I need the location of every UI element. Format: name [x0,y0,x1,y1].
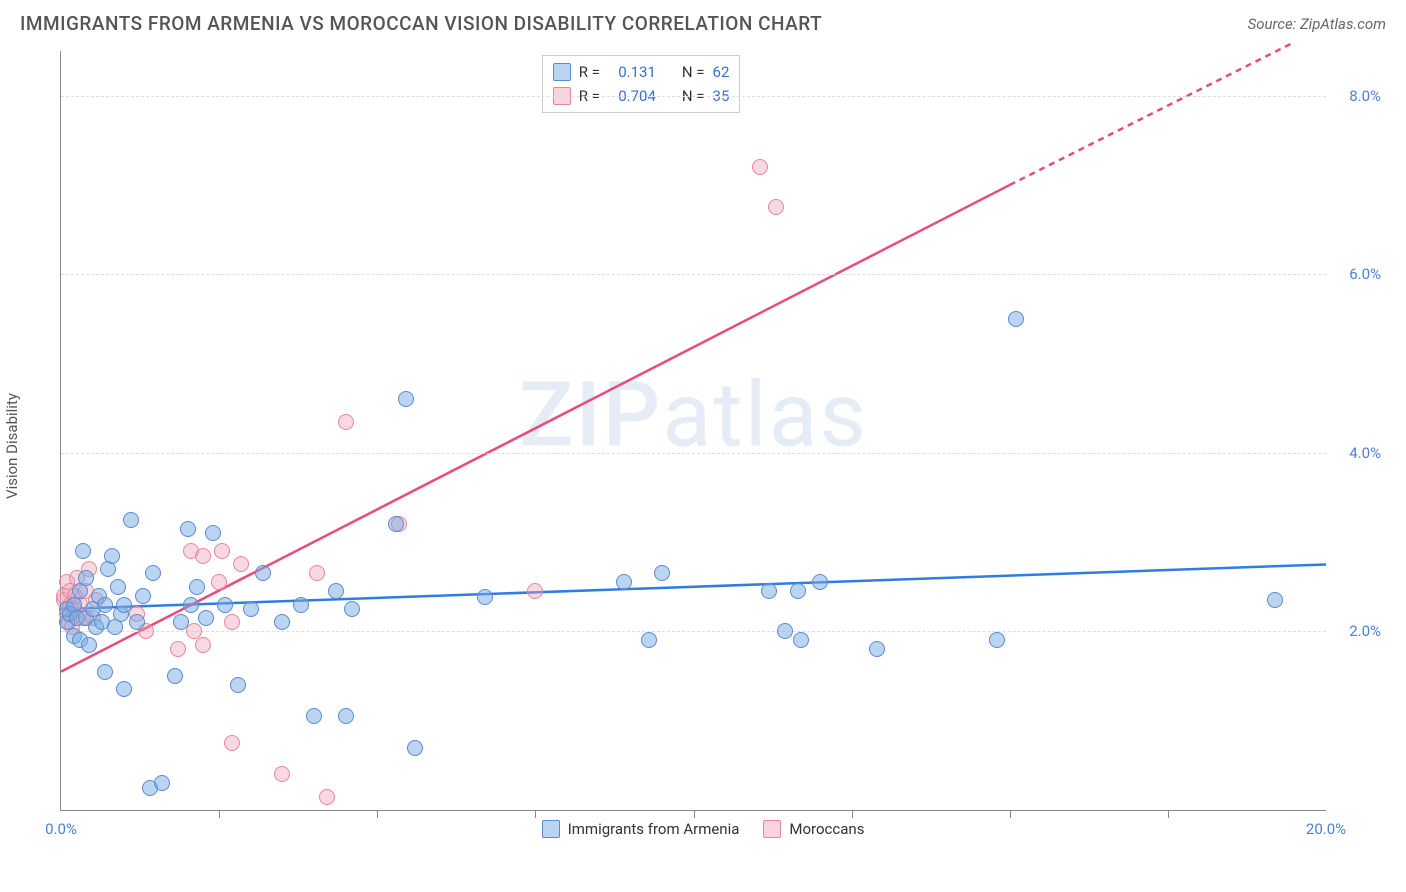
point-armenia [100,561,116,577]
point-moroccans [319,789,335,805]
x-tick [852,810,853,818]
source-label: Source: ZipAtlas.com [1248,15,1386,33]
point-armenia [135,588,151,604]
point-armenia [1267,592,1283,608]
point-armenia [388,516,404,532]
swatch-blue-icon [553,63,571,81]
point-armenia [183,597,199,613]
y-tick-label: 4.0% [1349,444,1381,462]
correlation-legend: R = 0.131 N = 62 R = 0.704 N = 35 [542,55,741,113]
point-moroccans [233,556,249,572]
point-armenia [761,583,777,599]
point-moroccans [338,414,354,430]
point-moroccans [768,199,784,215]
point-armenia [328,583,344,599]
point-armenia [777,623,793,639]
point-armenia [306,708,322,724]
y-tick-label: 6.0% [1349,265,1381,283]
series-legend: Immigrants from Armenia Moroccans [542,820,865,838]
y-axis-label: Vision Disability [3,393,21,499]
point-armenia [243,601,259,617]
x-tick [377,810,378,818]
point-armenia [217,597,233,613]
point-armenia [173,614,189,630]
point-armenia [205,525,221,541]
point-armenia [97,597,113,613]
point-armenia [145,565,161,581]
point-armenia [116,597,132,613]
point-armenia [344,601,360,617]
x-tick [219,810,220,818]
x-tick [535,810,536,818]
point-armenia [110,579,126,595]
point-armenia [75,543,91,559]
point-armenia [81,637,97,653]
point-armenia [198,610,214,626]
point-armenia [274,614,290,630]
point-armenia [123,512,139,528]
point-moroccans [224,735,240,751]
legend-item-moroccans: Moroccans [763,820,864,838]
gridline [61,96,1326,97]
point-moroccans [309,565,325,581]
y-tick-label: 2.0% [1349,622,1381,640]
point-armenia [180,521,196,537]
x-tick [694,810,695,818]
gridline [61,274,1326,275]
point-armenia [154,775,170,791]
point-armenia [78,570,94,586]
point-armenia [1008,311,1024,327]
point-moroccans [527,583,543,599]
chart-title: IMMIGRANTS FROM ARMENIA VS MOROCCAN VISI… [20,12,822,35]
point-armenia [654,565,670,581]
point-armenia [641,632,657,648]
swatch-pink-icon [763,820,781,838]
point-moroccans [224,614,240,630]
point-armenia [790,583,806,599]
point-moroccans [211,574,227,590]
point-armenia [293,597,309,613]
chart-container: Vision Disability ZIPatlas R = 0.131 N =… [50,51,1386,841]
point-moroccans [170,641,186,657]
point-armenia [477,589,493,605]
point-armenia [97,664,113,680]
swatch-blue-icon [542,820,560,838]
point-armenia [989,632,1005,648]
plot-area: ZIPatlas R = 0.131 N = 62 R = 0.704 N = … [60,51,1326,811]
point-armenia [338,708,354,724]
point-moroccans [214,543,230,559]
point-armenia [398,391,414,407]
y-tick-label: 8.0% [1349,87,1381,105]
legend-row-blue: R = 0.131 N = 62 [553,60,730,84]
point-armenia [104,548,120,564]
point-moroccans [752,159,768,175]
point-armenia [255,565,271,581]
point-armenia [616,574,632,590]
x-tick [1010,810,1011,818]
point-moroccans [195,548,211,564]
point-armenia [793,632,809,648]
x-tick-label: 20.0% [1306,820,1346,838]
point-armenia [230,677,246,693]
x-tick [1168,810,1169,818]
x-tick-label: 0.0% [45,820,77,838]
point-armenia [116,681,132,697]
gridline [61,631,1326,632]
point-moroccans [274,766,290,782]
point-armenia [812,574,828,590]
point-armenia [189,579,205,595]
point-armenia [129,614,145,630]
point-armenia [407,740,423,756]
trend-lines [61,51,1326,810]
point-armenia [167,668,183,684]
gridline [61,453,1326,454]
legend-item-armenia: Immigrants from Armenia [542,820,740,838]
point-armenia [869,641,885,657]
point-moroccans [195,637,211,653]
